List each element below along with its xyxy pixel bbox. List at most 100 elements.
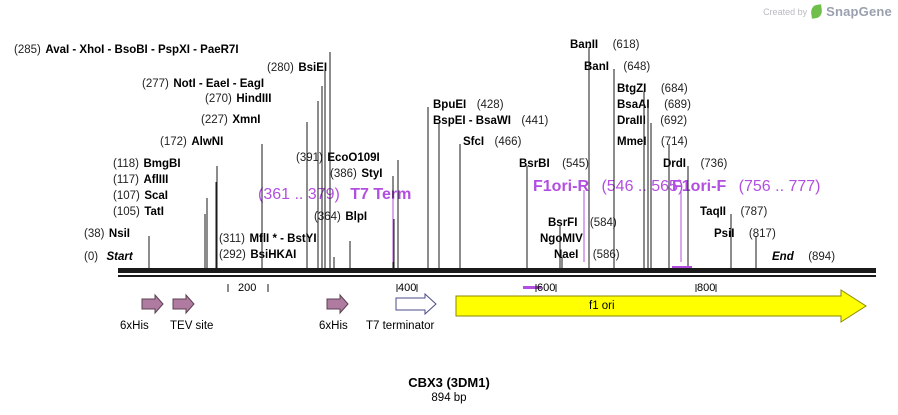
site-pos-bsrbi: (545) bbox=[562, 158, 589, 170]
site-pos-bani: (648) bbox=[623, 61, 651, 73]
site-name-blpi: BlpI bbox=[345, 211, 368, 223]
site-pos-styi: (386) bbox=[330, 168, 357, 180]
site-label-avai[interactable]: (285) AvaI - XhoI - BsoBI - PspXI - PaeR… bbox=[14, 40, 239, 58]
end-text: End bbox=[772, 251, 794, 263]
site-pos-bmgbi: (118) bbox=[113, 158, 139, 170]
site-label-bani[interactable]: BanI (648) bbox=[584, 57, 650, 75]
primer-range-f1ori-r: (546 .. 565) bbox=[601, 178, 684, 195]
primer-name-t7term: T7 Term bbox=[350, 186, 412, 203]
site-label-bmgbi[interactable]: (118) BmgBI bbox=[113, 154, 181, 172]
site-name-bmgbi: BmgBI bbox=[143, 158, 181, 170]
site-label-noti[interactable]: (277) NotI - EaeI - EagI bbox=[142, 74, 264, 92]
site-name-bpuei: BpuEI bbox=[433, 99, 467, 111]
site-name-styi: StyI bbox=[361, 168, 383, 180]
site-label-blpi[interactable]: (364) BlpI bbox=[314, 207, 367, 225]
feature-label-t7-terminator: T7 terminator bbox=[366, 320, 435, 332]
site-name-mfli: MflI * - BstYI bbox=[249, 233, 317, 245]
site-pos-taqii: (787) bbox=[740, 206, 768, 218]
site-label-scai[interactable]: (107) ScaI bbox=[113, 186, 168, 204]
start-label: (0) Start bbox=[84, 247, 133, 265]
site-name-draiii: DraIII bbox=[617, 115, 646, 127]
site-label-styi[interactable]: (386) StyI bbox=[330, 164, 382, 182]
site-label-ecoo109i[interactable]: (391) EcoO109I bbox=[296, 148, 380, 166]
ruler-tick-800: 800 bbox=[697, 282, 716, 294]
feature-arrow-t7-terminator bbox=[395, 292, 437, 316]
site-pos-bsaai: (689) bbox=[664, 99, 691, 111]
site-label-sfci[interactable]: SfcI (466) bbox=[463, 132, 521, 150]
primer-label-f1ori-f[interactable]: F1ori-F (756 .. 777) bbox=[672, 178, 821, 196]
site-pos-bpuei: (428) bbox=[476, 99, 504, 111]
site-label-banii[interactable]: BanII (618) bbox=[570, 35, 639, 53]
end-pos: (894) bbox=[808, 251, 836, 263]
site-label-taqii[interactable]: TaqII (787) bbox=[700, 202, 767, 220]
site-name-taqii: TaqII bbox=[700, 206, 726, 218]
site-name-nsii: NsiI bbox=[108, 228, 130, 240]
ruler-tick-400: 400 bbox=[398, 282, 417, 294]
site-pos-bspei: (441) bbox=[521, 115, 549, 127]
feature-arrow-6xhis-1 bbox=[141, 293, 164, 315]
site-name-bsrfi: BsrFI bbox=[548, 217, 578, 229]
feature-arrow-6xhis-2 bbox=[326, 293, 349, 315]
site-name-ecoo109i: EcoO109I bbox=[327, 152, 380, 164]
site-label-bpuei[interactable]: BpuEI (428) bbox=[433, 95, 504, 113]
site-pos-tati: (105) bbox=[113, 206, 140, 218]
start-pos: (0) bbox=[84, 251, 99, 263]
site-label-mmei[interactable]: MmeI (714) bbox=[617, 132, 688, 150]
site-name-xmni: XmnI bbox=[232, 114, 261, 126]
feature-label-tev: TEV site bbox=[170, 320, 214, 332]
site-pos-alwni: (172) bbox=[160, 136, 187, 148]
site-pos-btgzi: (684) bbox=[660, 83, 688, 95]
site-name-bsaai: BsaAI bbox=[617, 99, 650, 111]
site-pos-mfli: (311) bbox=[219, 233, 245, 245]
site-label-ngomiv[interactable]: NgoMIV bbox=[540, 229, 583, 247]
site-name-bsiei: BsiEI bbox=[298, 62, 328, 74]
end-label: End (894) bbox=[772, 247, 835, 265]
site-label-bsrfi[interactable]: BsrFI (584) bbox=[548, 213, 617, 231]
primer-range-t7term: (361 .. 379) bbox=[258, 186, 340, 203]
site-pos-sfci: (466) bbox=[494, 136, 522, 148]
map-title: CBX3 (3DM1) bbox=[408, 375, 490, 390]
site-label-alwni[interactable]: (172) AlwNI bbox=[160, 132, 223, 150]
site-pos-blpi: (364) bbox=[314, 211, 341, 223]
site-label-mfli-bstyi[interactable]: (311) MflI * - BstYI bbox=[219, 229, 317, 247]
site-name-bspei: BspEI - BsaWI bbox=[433, 115, 511, 127]
map-length: 894 bp bbox=[431, 392, 467, 404]
site-label-bsaai[interactable]: BsaAI (689) bbox=[617, 95, 691, 113]
site-pos-naei: (586) bbox=[592, 249, 620, 261]
watermark-brand: SnapGene bbox=[826, 4, 892, 19]
site-pos-ecoo109i: (391) bbox=[296, 152, 323, 164]
site-name-btgzi: BtgZI bbox=[617, 83, 647, 95]
site-label-afliii[interactable]: (117) AflIII bbox=[113, 170, 168, 188]
site-pos-afliii: (117) bbox=[113, 174, 139, 186]
feature-label-f1ori: f1 ori bbox=[589, 300, 615, 312]
feature-label-6xhis-1: 6xHis bbox=[120, 320, 149, 332]
watermark-created-by: Created by bbox=[763, 6, 808, 17]
site-label-hindiii[interactable]: (270) HindIII bbox=[205, 89, 271, 107]
site-name-hindiii: HindIII bbox=[236, 93, 272, 105]
site-label-tati[interactable]: (105) TatI bbox=[113, 202, 164, 220]
feature-label-6xhis-2: 6xHis bbox=[319, 320, 348, 332]
start-text: Start bbox=[106, 251, 133, 263]
site-pos-drdi: (736) bbox=[700, 158, 728, 170]
feature-arrow-tev bbox=[172, 293, 195, 315]
site-label-nsii[interactable]: (38) NsiI bbox=[84, 224, 130, 242]
ruler-tick-600: 600 bbox=[537, 282, 556, 294]
feature-arrow-f1ori bbox=[455, 289, 867, 323]
site-label-bspei-bsawi[interactable]: BspEI - BsaWI (441) bbox=[433, 111, 548, 129]
sequence-backbone bbox=[118, 268, 876, 273]
site-label-btgzi[interactable]: BtgZI (684) bbox=[617, 79, 688, 97]
primer-label-t7term[interactable]: (361 .. 379) T7 Term bbox=[258, 186, 411, 204]
site-label-draiii[interactable]: DraIII (692) bbox=[617, 111, 687, 129]
primer-label-f1ori-r[interactable]: F1ori-R (546 .. 565) bbox=[533, 178, 683, 196]
site-label-bsiei[interactable]: (280) BsiEI bbox=[267, 58, 327, 76]
site-label-xmni[interactable]: (227) XmnI bbox=[201, 110, 260, 128]
site-name-sfci: SfcI bbox=[463, 136, 485, 148]
site-name-scai: ScaI bbox=[144, 190, 168, 202]
site-name-alwni: AlwNI bbox=[191, 136, 224, 148]
sequence-backbone-lower bbox=[118, 275, 876, 277]
ruler-tick-200: 200 bbox=[238, 282, 257, 294]
site-pos-noti: (277) bbox=[142, 78, 169, 90]
